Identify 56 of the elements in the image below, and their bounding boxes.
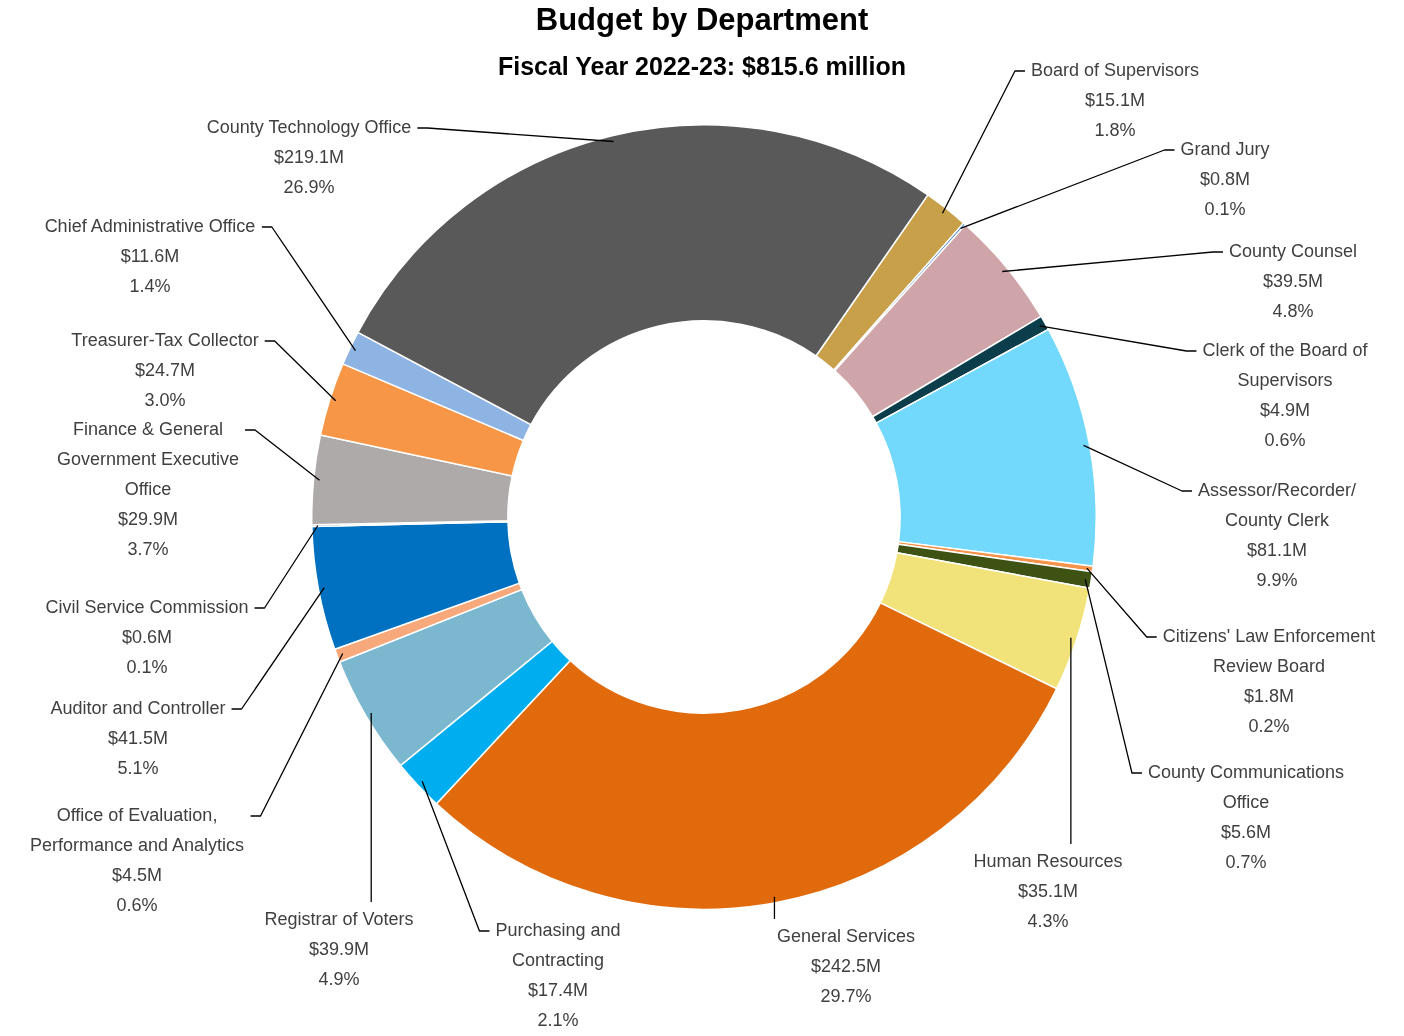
- slice-label: Registrar of Voters: [264, 908, 414, 929]
- slice-label: Office of Evaluation, Performance and Analytics: [29, 804, 245, 855]
- slice-label: Finance & General Government Executive Office: [56, 418, 240, 499]
- text: 2.1%: [537, 1009, 579, 1030]
- text: 1.4%: [129, 275, 171, 296]
- data-label: $24.7M: [134, 359, 196, 380]
- text: 5.1%: [117, 757, 159, 778]
- text: 4.8%: [1272, 300, 1314, 321]
- text: 4.9%: [318, 968, 360, 989]
- text: 0.1%: [126, 656, 168, 677]
- slice-label: County Technology Office: [206, 116, 412, 137]
- data-label: $35.1M: [1017, 880, 1079, 901]
- text: 0.6%: [1264, 429, 1306, 450]
- data-label: $29.9M: [117, 508, 179, 529]
- chart-title: Budget by Department: [534, 2, 870, 38]
- slice-label: County Communications Office: [1147, 761, 1345, 812]
- slice-label: Board of Supervisors: [1030, 59, 1200, 80]
- text: 3.0%: [144, 389, 186, 410]
- slice-label: General Services: [776, 925, 916, 946]
- text: 1.8%: [1094, 119, 1136, 140]
- slice-label: Auditor and Controller: [50, 697, 226, 718]
- text: 9.9%: [1256, 569, 1298, 590]
- text: 0.7%: [1225, 851, 1267, 872]
- text: 0.1%: [1204, 198, 1246, 219]
- data-label: $4.9M: [1259, 399, 1311, 420]
- text: 26.9%: [283, 176, 335, 197]
- text: 0.2%: [1248, 715, 1290, 736]
- data-label: $242.5M: [810, 955, 882, 976]
- slice-label: Treasurer-Tax Collector: [71, 329, 259, 350]
- text: 0.6%: [116, 894, 158, 915]
- data-label: $4.5M: [111, 864, 163, 885]
- data-label: $15.1M: [1084, 89, 1146, 110]
- slice-label: Grand Jury: [1180, 138, 1270, 159]
- slice-label: Human Resources: [973, 850, 1123, 871]
- data-label: $81.1M: [1246, 539, 1308, 560]
- data-label: $219.1M: [273, 146, 345, 167]
- data-label: $0.8M: [1199, 168, 1251, 189]
- data-label: $41.5M: [107, 727, 169, 748]
- slice-label: Clerk of the Board of Supervisors: [1202, 339, 1369, 390]
- data-label: $11.6M: [120, 245, 180, 266]
- text: 4.3%: [1027, 910, 1069, 931]
- slice-label: County Counsel: [1228, 240, 1358, 261]
- slice-label: Assessor/Recorder/ County Clerk: [1197, 479, 1357, 530]
- data-label: $39.9M: [308, 938, 370, 959]
- text: 29.7%: [820, 985, 872, 1006]
- data-label: $5.6M: [1220, 821, 1272, 842]
- slice-label: Citizens' Law Enforcement Review Board: [1162, 625, 1376, 676]
- slice-label: Chief Administrative Office: [44, 215, 256, 236]
- data-label: $0.6M: [121, 626, 173, 647]
- data-label: $17.4M: [527, 979, 589, 1000]
- chart-subtitle: Fiscal Year 2022-23: $815.6 million: [497, 52, 907, 80]
- text: 3.7%: [127, 538, 169, 559]
- slice-label: Purchasing and Contracting: [495, 919, 621, 970]
- data-label: $39.5M: [1262, 270, 1324, 291]
- slice-label: Civil Service Commission: [45, 596, 249, 617]
- data-label: $1.8M: [1243, 685, 1295, 706]
